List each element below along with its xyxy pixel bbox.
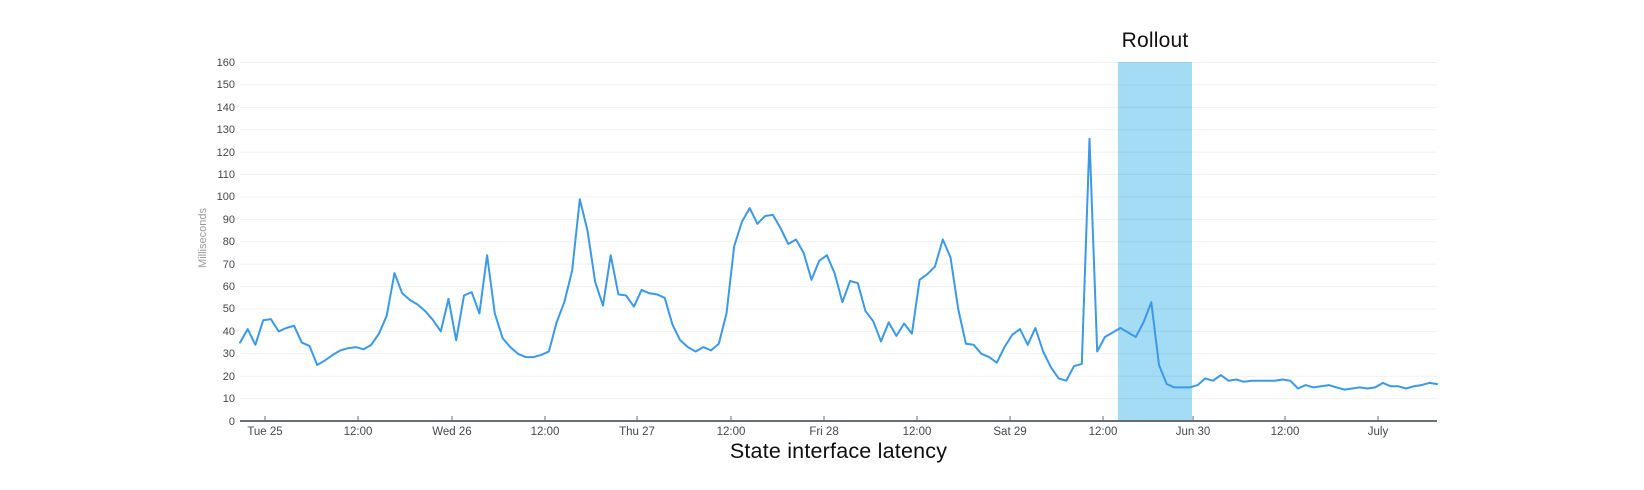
x-tick-label: 12:00 <box>716 426 746 438</box>
y-tick-label: 130 <box>216 124 235 137</box>
x-tick-label: Sat 29 <box>993 426 1027 438</box>
y-tick-label: 160 <box>216 57 235 69</box>
y-tick-label: 120 <box>216 146 235 159</box>
y-tick-label: 0 <box>228 415 235 428</box>
rollout-band <box>1117 62 1192 421</box>
y-tick-label: 20 <box>222 370 235 383</box>
x-tick-label: Fri 28 <box>809 426 839 438</box>
x-tick-label: Thu 27 <box>619 426 655 438</box>
x-tick-label: Tue 25 <box>247 426 283 438</box>
y-tick-label: 40 <box>222 325 235 338</box>
y-tick-label: 90 <box>222 213 235 226</box>
x-tick-label: 12:00 <box>530 426 560 438</box>
y-tick-label: 80 <box>222 236 235 249</box>
x-tick-label: Wed 26 <box>432 426 472 438</box>
latency-line <box>239 137 1438 391</box>
y-tick-label: 30 <box>222 348 235 361</box>
y-tick-label: 10 <box>222 393 235 406</box>
x-tick-label: July <box>1367 426 1389 438</box>
y-tick-label: 140 <box>216 101 235 114</box>
x-tick-label: Jun 30 <box>1175 426 1211 438</box>
x-tick-label: 12:00 <box>1270 426 1300 438</box>
y-tick-label: 150 <box>216 79 235 92</box>
rollout-annotation-label: Rollout <box>1121 29 1189 52</box>
x-tick-label: 12:00 <box>1088 426 1118 438</box>
y-tick-label: 110 <box>217 169 235 182</box>
x-tick-label: 12:00 <box>343 426 373 438</box>
y-tick-label: 60 <box>222 281 235 294</box>
y-tick-label: 50 <box>222 303 235 316</box>
x-tick-label: 12:00 <box>902 426 932 438</box>
y-tick-label: 100 <box>216 191 235 204</box>
y-tick-label: 70 <box>222 258 235 271</box>
chart-title: State interface latency <box>729 439 948 463</box>
